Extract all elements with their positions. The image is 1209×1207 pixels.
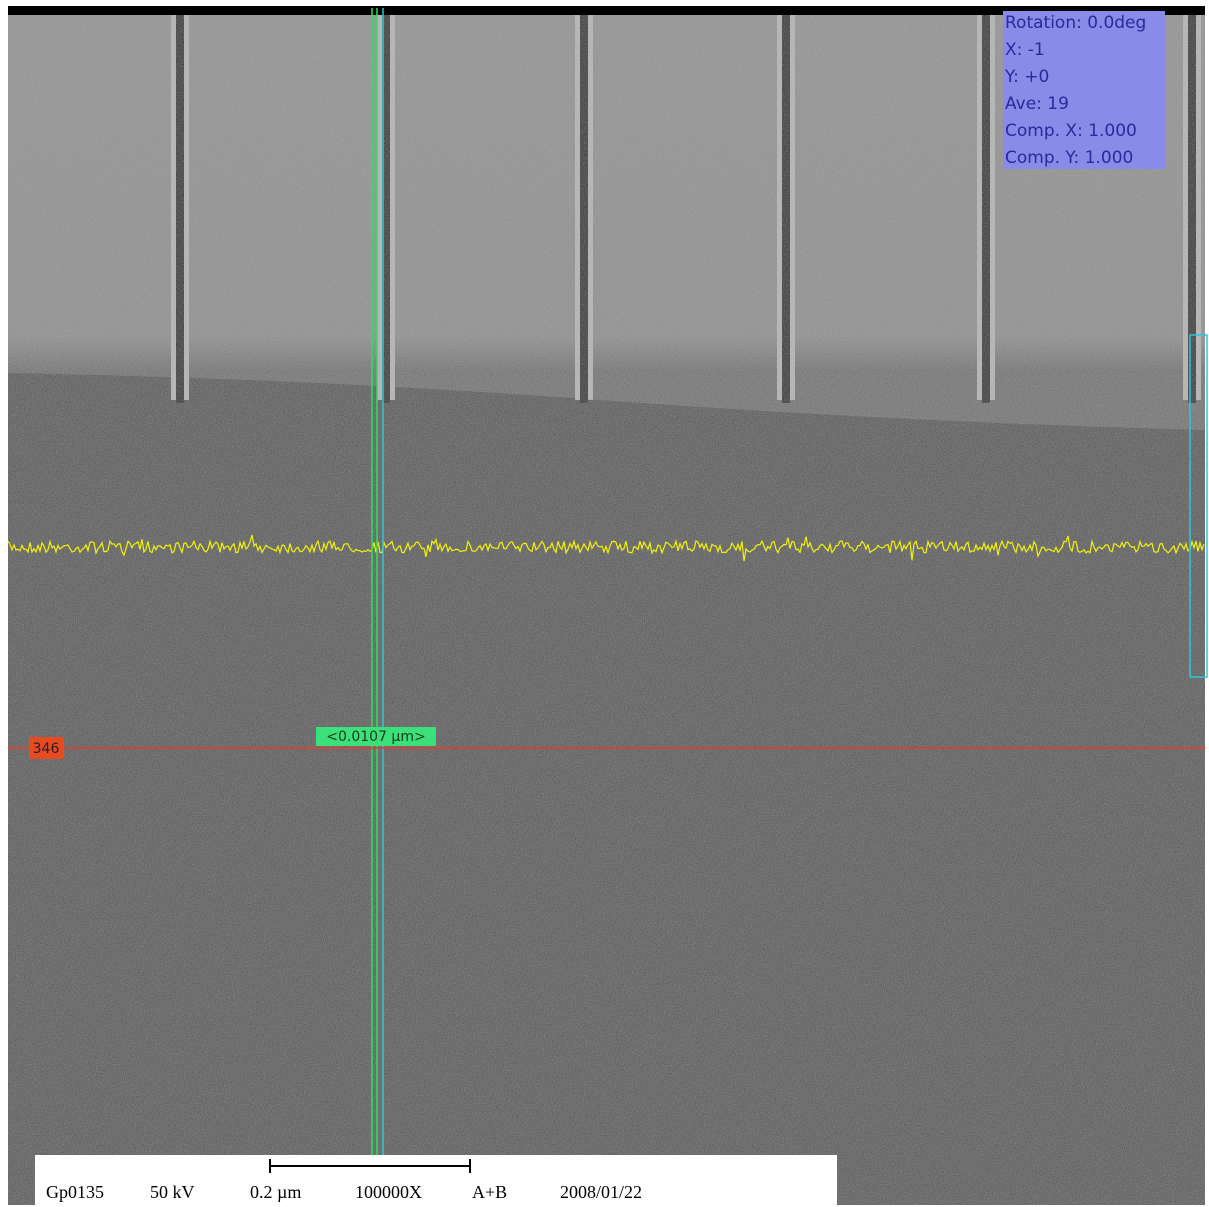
footer: Gp0135 50 kV 0.2 µm 100000X A+B 2008/01/… (35, 1155, 837, 1207)
footer-bg (35, 1155, 837, 1207)
line-profile (7, 534, 1205, 562)
info-line: Comp. X: 1.000 (1005, 121, 1137, 141)
info-line: Y: +0 (1004, 67, 1049, 87)
info-lines: Rotation: 0.0deg X: -1 Y: +0 Ave: 19 Comp. X… (1004, 13, 1146, 168)
info-line: Ave: 19 (1005, 94, 1069, 114)
top-bar (8, 6, 1205, 15)
voltage: 50 kV (150, 1182, 195, 1202)
measure-label-bg (316, 727, 436, 746)
micrograph (7, 6, 1208, 1205)
row-label-bg (29, 737, 64, 759)
info-box (1003, 11, 1165, 169)
row-label: 346 (33, 741, 60, 757)
scale: 0.2 µm (250, 1182, 301, 1202)
side-marker (1189, 334, 1208, 678)
date: 2008/01/22 (560, 1182, 642, 1202)
info-line: Rotation: 0.0deg (1005, 13, 1146, 33)
info-line: X: -1 (1005, 40, 1045, 60)
detector: A+B (472, 1182, 507, 1202)
measure-label: <0.0107 μm> (326, 729, 425, 745)
noise (8, 8, 1205, 1205)
info-line: Comp. Y: 1.000 (1005, 148, 1133, 168)
magnification: 100000X (355, 1182, 422, 1202)
sample: Gp0135 (46, 1182, 104, 1202)
